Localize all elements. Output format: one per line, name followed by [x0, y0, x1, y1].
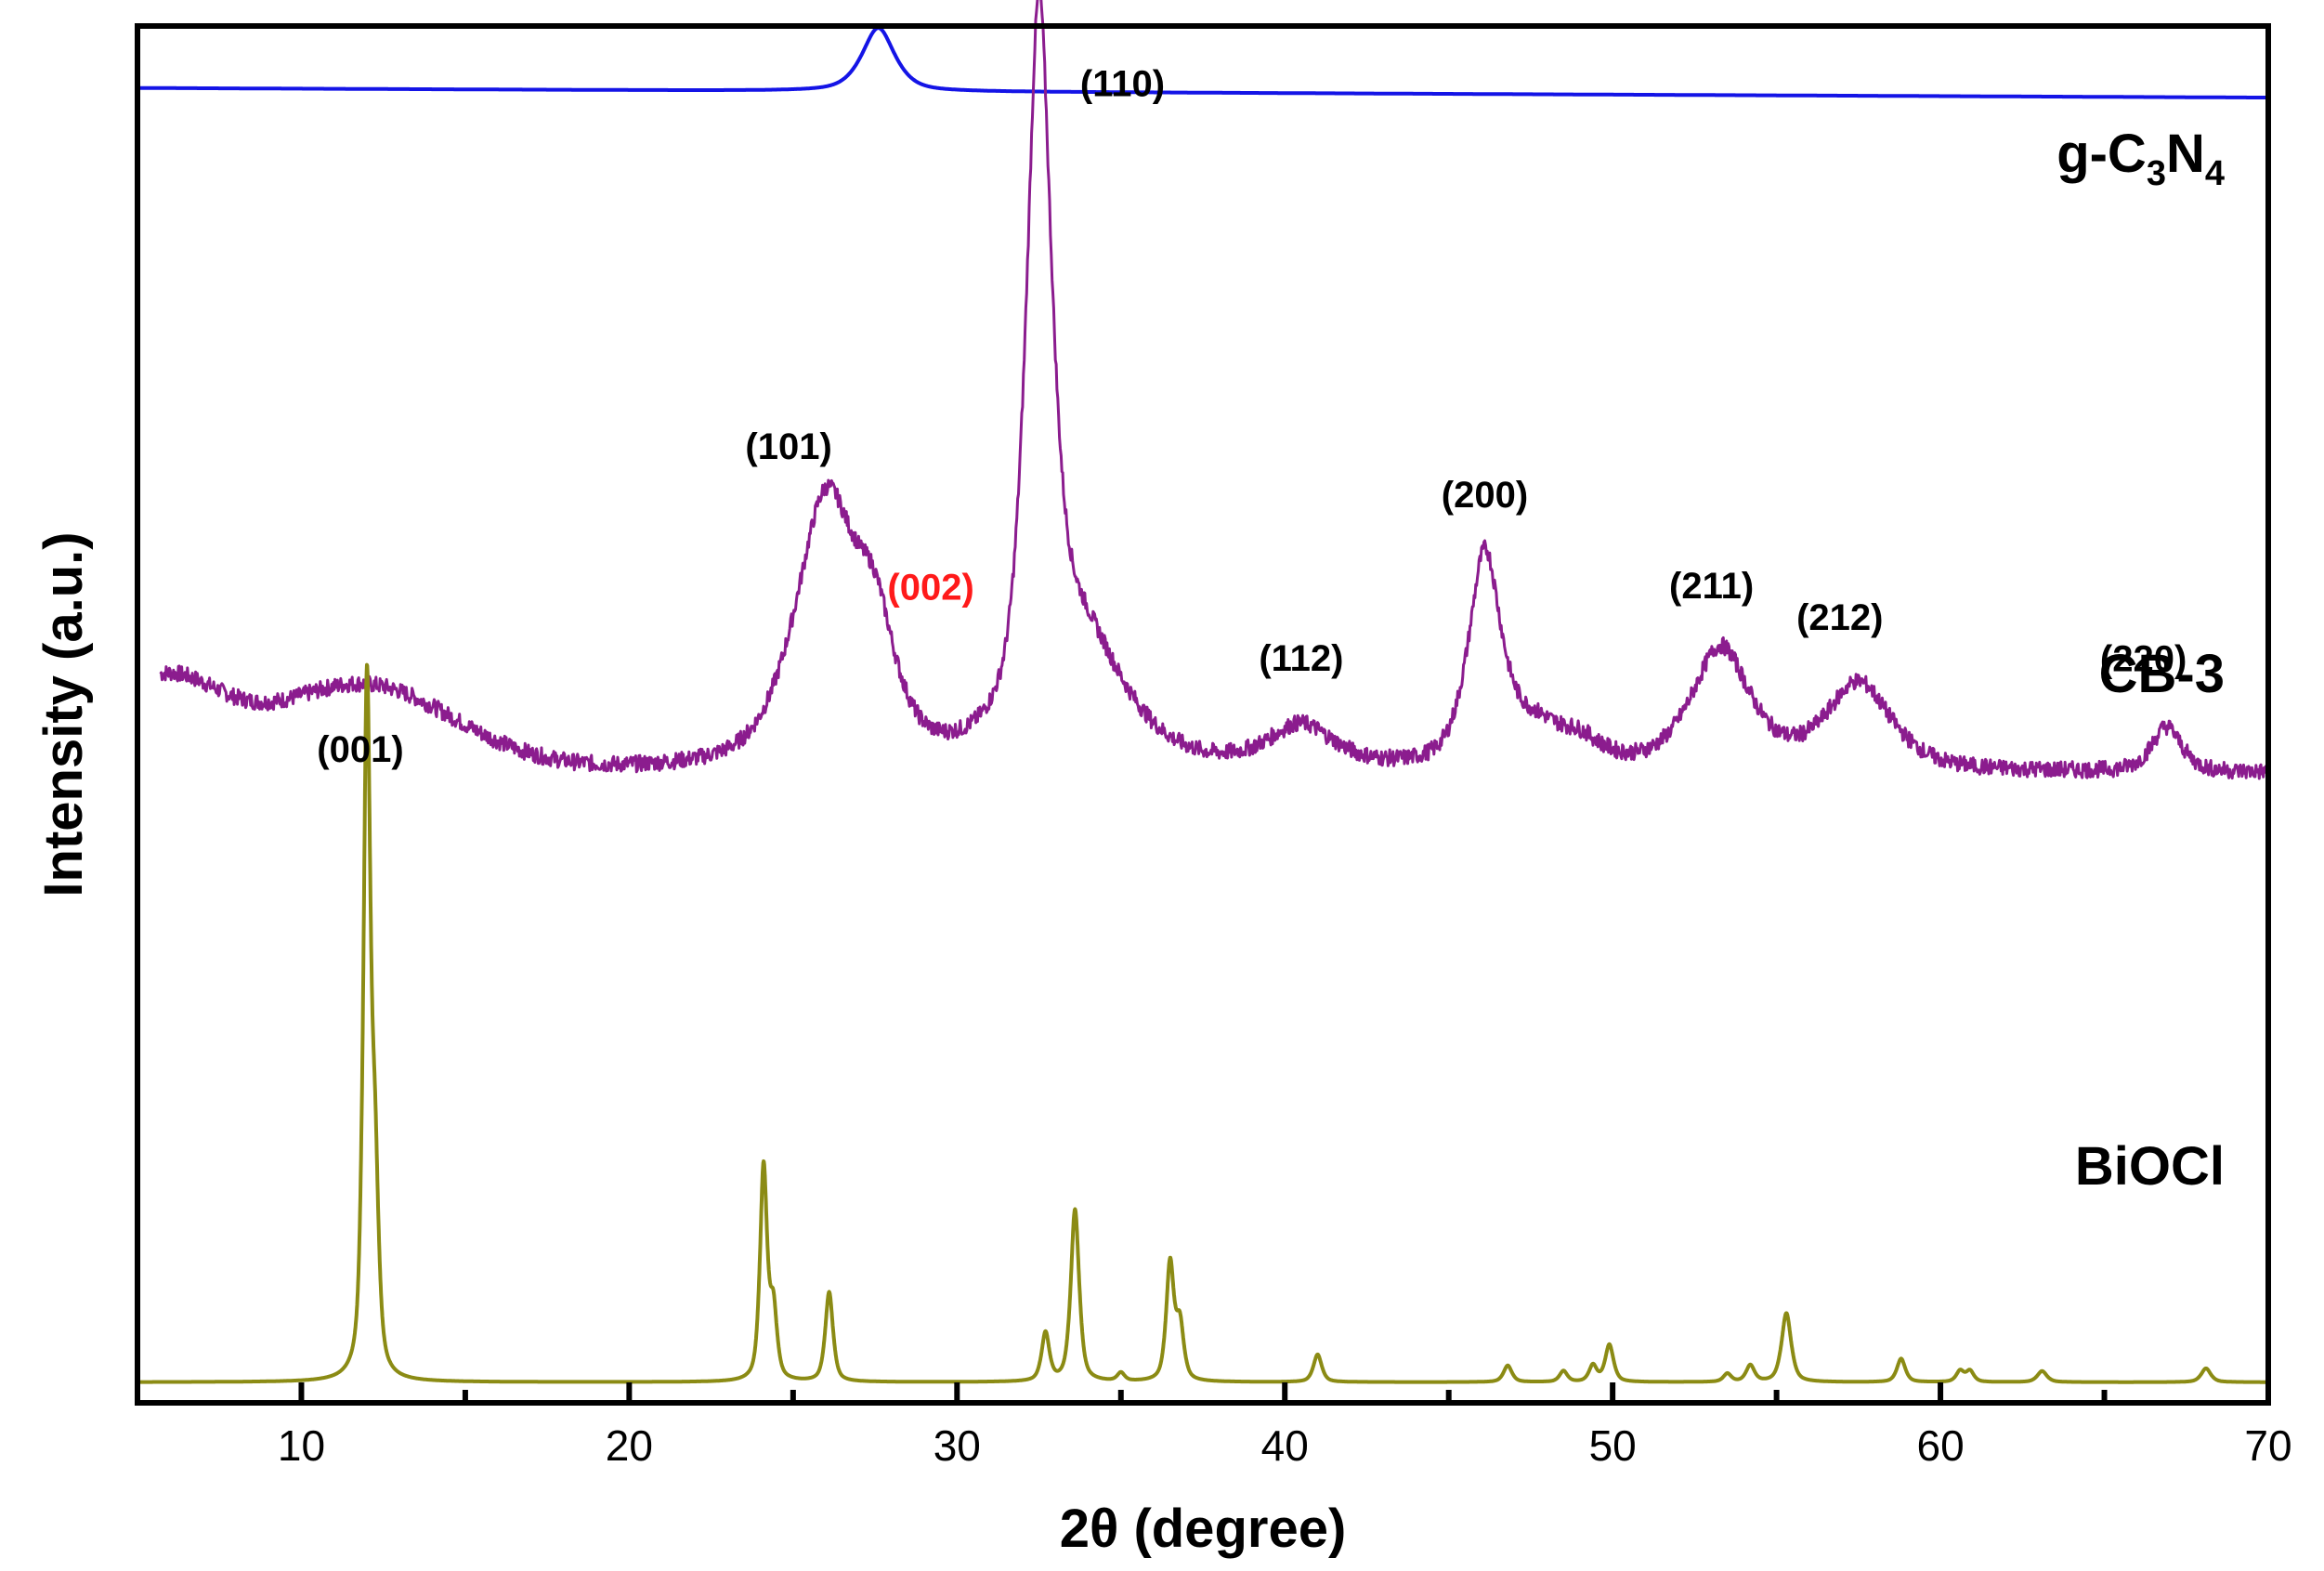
peak-label-cb-3-211: (211): [1669, 566, 1754, 607]
series-label-g-c3n4-sub-4: 4: [2205, 154, 2225, 193]
y-axis-title: Intensity (a.u.): [33, 531, 94, 897]
peak-label-cb-3-101: (101): [745, 426, 831, 467]
peak-label-cb-3-200: (200): [1442, 475, 1528, 516]
peak-label-cb-3-220: (220): [2100, 639, 2187, 680]
series-label-g-c3n4-n: N: [2166, 124, 2205, 184]
x-axis-tick-labels: 10 20 30 40 50 60 70: [278, 1421, 2292, 1470]
peak-label-cb-3-110: (110): [1080, 63, 1165, 104]
x-axis-ticks: [298, 1382, 2271, 1403]
x-axis-title: 2θ (degree): [1060, 1499, 1347, 1559]
series-label-g-c3n4-main: g-C: [2056, 124, 2147, 184]
x-tick-label-30: 30: [934, 1421, 981, 1470]
x-tick-label-10: 10: [278, 1421, 325, 1470]
x-tick-label-20: 20: [606, 1421, 653, 1470]
series-label-g-c3n4: g-C3N4: [2056, 124, 2225, 193]
x-tick-label-40: 40: [1261, 1421, 1309, 1470]
plot-frame: [135, 23, 2271, 1406]
x-tick-label-50: 50: [1589, 1421, 1637, 1470]
series-line-g-c3n4: [136, 26, 2270, 100]
series-label-cb-3: CB-3: [2099, 644, 2225, 704]
series-label-biocl: BiOCl: [2075, 1136, 2225, 1197]
series-label-g-c3n4-sub-3: 3: [2147, 154, 2166, 193]
x-tick-label-70: 70: [2244, 1421, 2291, 1470]
peak-label-cb-3-112: (112): [1259, 638, 1343, 679]
plot-curves: [136, 0, 2270, 1384]
x-tick-label-60: 60: [1916, 1421, 1964, 1470]
peak-label-cb-3-212: (212): [1796, 597, 1883, 638]
series-line-cb-3: [159, 0, 2270, 780]
peak-labels: (002)(101)(002)(110)(112)(200)(211)(212)…: [317, 63, 2187, 770]
peak-label-cb-3-001: (001): [317, 729, 403, 770]
series-line-biocl: [136, 662, 2270, 1384]
peak-label-cb-3-002: (002): [887, 567, 973, 608]
